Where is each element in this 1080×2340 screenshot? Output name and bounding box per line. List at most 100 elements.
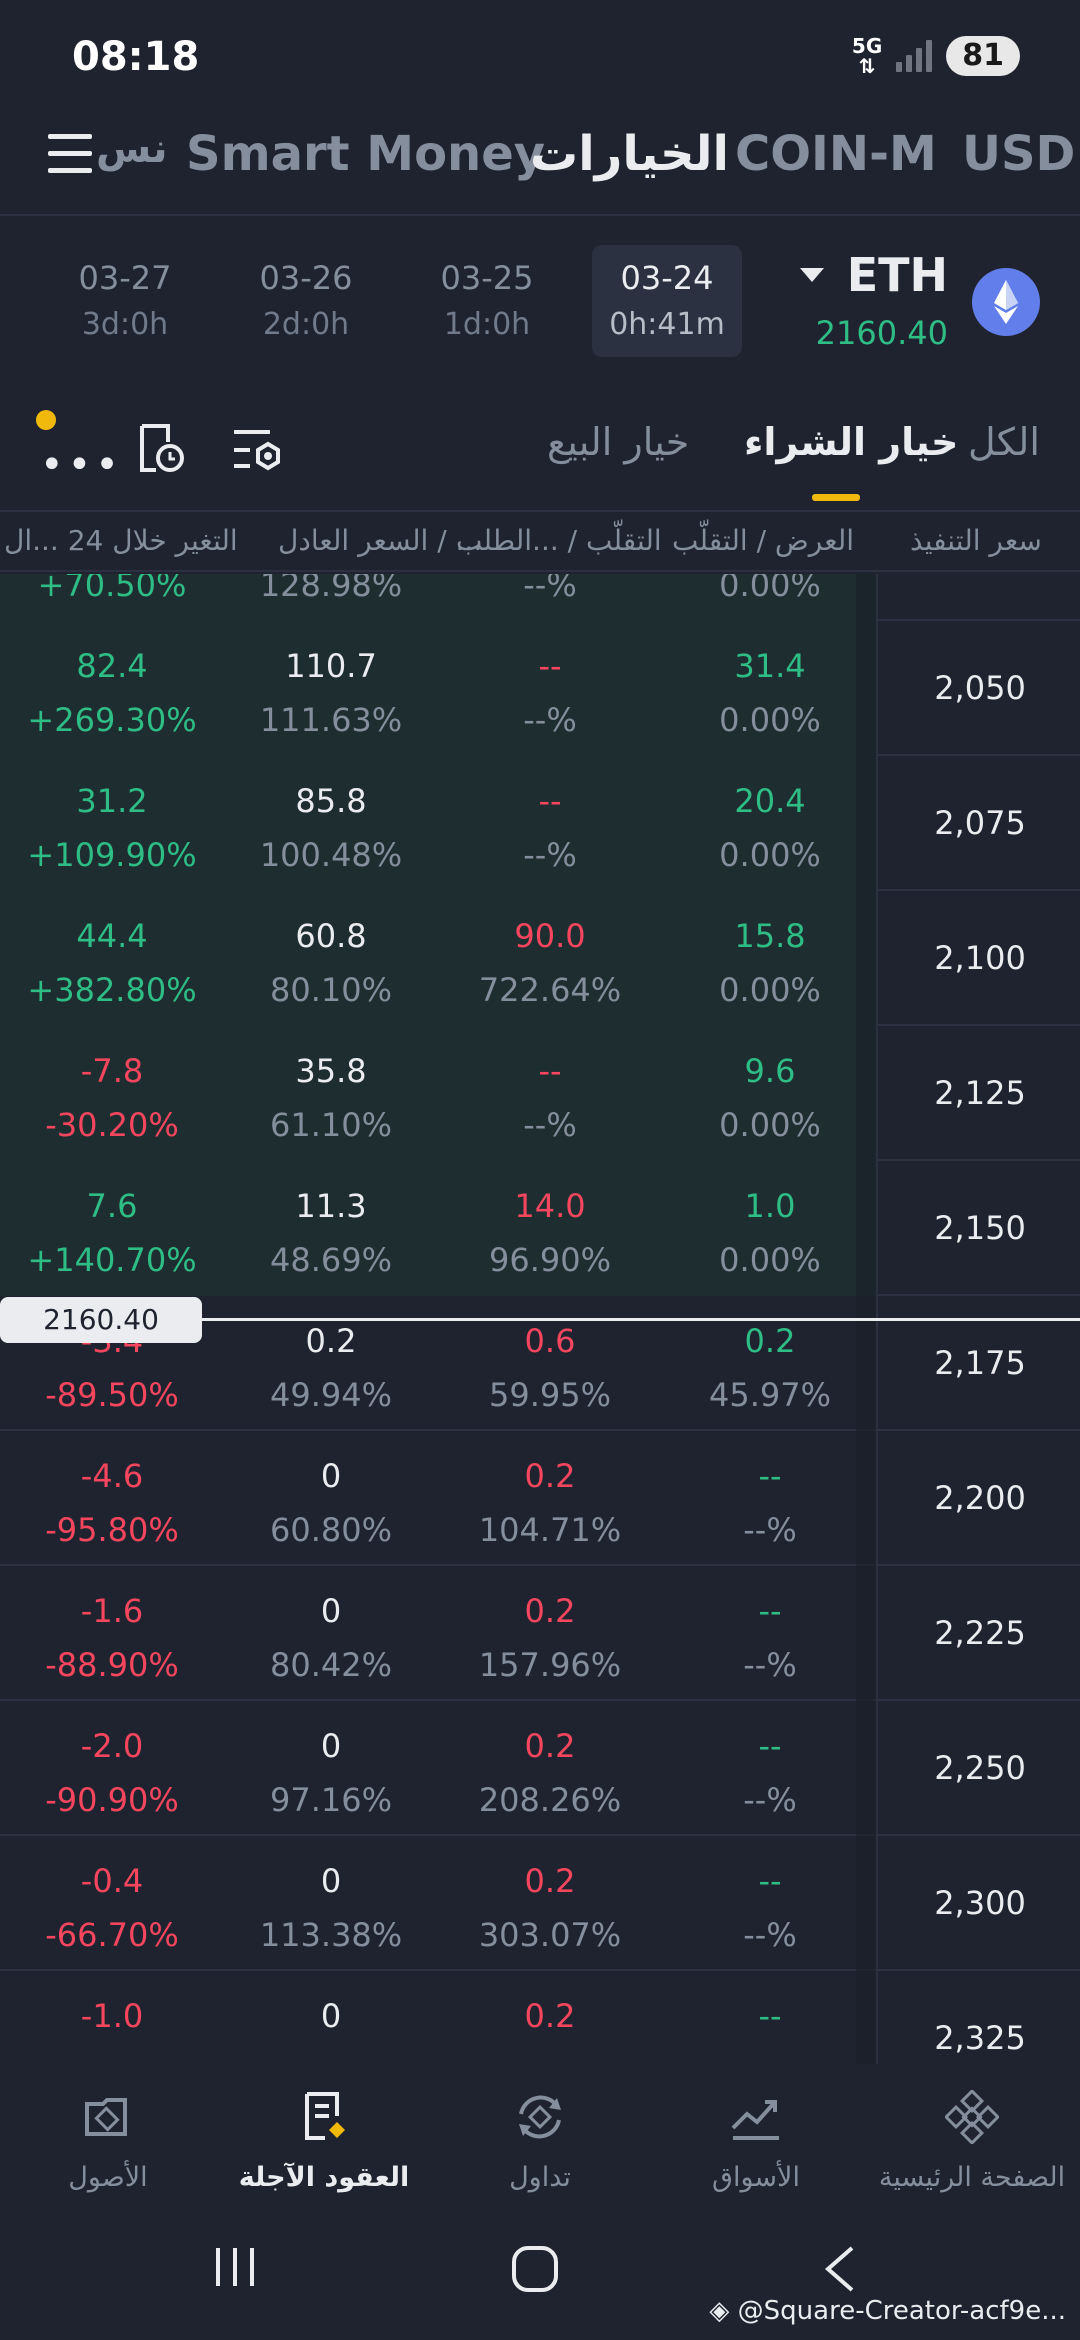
diamond-icon: ◈	[709, 2296, 730, 2326]
table-row[interactable]: -7.8 -30.20% 35.8 61.10% -- --% 9.6 0.00% 2,125	[0, 1026, 1080, 1161]
cell-ask: --	[758, 1457, 782, 1495]
menu-icon[interactable]	[48, 134, 92, 174]
cell-strike: 2,125	[934, 1074, 1026, 1112]
settings-filter-icon[interactable]	[230, 426, 284, 476]
itm-shade	[0, 1161, 876, 1296]
chart-icon	[731, 2100, 779, 2140]
index-price-line	[0, 1318, 1080, 1321]
caret-down-icon[interactable]	[800, 268, 824, 282]
divider	[0, 214, 1080, 216]
col-fair-price[interactable]: السعر العادل / ...	[278, 524, 483, 557]
more-icon[interactable]: •••	[40, 442, 123, 488]
cell-fair-iv: 80.42%	[269, 1646, 392, 1684]
tab-coin-m[interactable]: COIN-M	[735, 126, 937, 182]
home-button-icon[interactable]	[510, 2244, 560, 2298]
cell-bid-iv: 96.90%	[488, 1241, 611, 1279]
status-time: 08:18	[72, 34, 200, 80]
cell-change: -4.6	[80, 1457, 144, 1495]
cell-bid-iv: 157.96%	[478, 1646, 622, 1684]
table-row[interactable]: +70.50%128.98%--%0.00%2,025	[0, 574, 1080, 621]
table-row[interactable]: -2.0 -90.90% 0 97.16% 0.2 208.26% -- --% 2,250	[0, 1701, 1080, 1836]
filter-put[interactable]: خيار البيع	[547, 420, 690, 464]
index-price-marker: 2160.40	[0, 1297, 202, 1343]
table-row[interactable]: -1.6 -88.90% 0 80.42% 0.2 157.96% -- --% 2,225	[0, 1566, 1080, 1701]
tab-smart-money[interactable]: Smart Money	[186, 126, 546, 182]
cell-fair-price: 11.3	[295, 1187, 367, 1225]
nav-assets[interactable]: الأصول	[0, 2090, 216, 2193]
cell-fair-price: 0	[320, 1727, 342, 1765]
table-row[interactable]: -1.0 0 0.2 -- 2,325	[0, 1971, 1080, 2064]
cell-strike: 2,100	[934, 939, 1026, 977]
cell-change-pct: -90.90%	[45, 1781, 179, 1819]
cell-ask-iv: 0.00%	[719, 971, 821, 1009]
tab-usd[interactable]: USD	[962, 126, 1076, 182]
date-tab-0326[interactable]: 03-26 2d:0h	[259, 259, 353, 342]
tab-partial[interactable]: نس	[96, 126, 168, 172]
cell-ask: --	[758, 1997, 782, 2035]
cell-bid: 14.0	[514, 1187, 586, 1225]
tab-options[interactable]: الخيارات	[530, 126, 730, 182]
cell-fair-price: 0	[320, 1862, 342, 1900]
col-change[interactable]: التغير خلال 24 ...ال	[4, 524, 238, 557]
date-tab-0325[interactable]: 03-25 1d:0h	[440, 259, 534, 342]
cell-fair-price: 0.2	[305, 1322, 357, 1360]
filter-all[interactable]: الكل	[968, 420, 1040, 464]
date-tab-0327[interactable]: 03-27 3d:0h	[78, 259, 172, 342]
cell-ask-iv: 0.00%	[719, 574, 821, 604]
cell-ask-iv: --%	[743, 1781, 797, 1819]
cell-fair-iv: 61.10%	[269, 1106, 392, 1144]
table-row[interactable]: 31.2 +109.90% 85.8 100.48% -- --% 20.4 0.00% 2,0…	[0, 756, 1080, 891]
filter-call[interactable]: خيار الشراء	[744, 420, 959, 464]
cell-ask-iv: 0.00%	[719, 701, 821, 739]
wallet-icon	[85, 2098, 127, 2136]
cell-change-pct: +70.50%	[37, 574, 187, 604]
cell-ask-iv: 0.00%	[719, 1241, 821, 1279]
col-strike[interactable]: سعر التنفيذ	[910, 524, 1042, 557]
cell-change: -2.0	[80, 1727, 144, 1765]
table-row[interactable]: 44.4 +382.80% 60.8 80.10% 90.0 722.64% 15.8 0.0…	[0, 891, 1080, 1026]
cell-change-pct: +140.70%	[27, 1241, 197, 1279]
nav-futures[interactable]: العقود الآجلة	[216, 2090, 432, 2193]
cell-ask: 0.2	[744, 1322, 796, 1360]
cell-bid-iv: 208.26%	[478, 1781, 622, 1819]
cell-bid-iv: 303.07%	[478, 1916, 622, 1954]
cell-fair-iv: 97.16%	[269, 1781, 392, 1819]
nav-markets[interactable]: الأسواق	[648, 2090, 864, 2193]
table-row[interactable]: -4.6 -95.80% 0 60.80% 0.2 104.71% -- --% 2,200	[0, 1431, 1080, 1566]
cell-fair-iv: 128.98%	[259, 574, 403, 604]
recent-apps-icon[interactable]	[212, 2244, 258, 2294]
cell-ask: --	[758, 1727, 782, 1765]
asset-symbol[interactable]: ETH	[846, 248, 948, 302]
table-row[interactable]: 7.6 +140.70% 11.3 48.69% 14.0 96.90% 1.0 0.00% 2…	[0, 1161, 1080, 1296]
cell-strike: 2,175	[934, 1344, 1026, 1382]
col-bid[interactable]: التقلّب / ...الطلب	[456, 524, 662, 557]
col-ask[interactable]: العرض / التقلّب	[672, 524, 855, 557]
itm-shade	[0, 891, 876, 1026]
cell-bid-iv: --%	[523, 836, 577, 874]
cell-bid: 90.0	[514, 917, 586, 955]
nav-trade[interactable]: تداول	[432, 2090, 648, 2193]
futures-icon	[305, 2092, 345, 2140]
table-row[interactable]: 82.4 +269.30% 110.7 111.63% -- --% 31.4 0.00% 2,…	[0, 621, 1080, 756]
cell-bid: 0.2	[524, 1727, 576, 1765]
cell-ask-iv: --%	[743, 1646, 797, 1684]
cell-ask-iv: 0.00%	[719, 1106, 821, 1144]
cell-fair-price: 0	[320, 1592, 342, 1630]
nav-home[interactable]: الصفحة الرئيسية	[864, 2088, 1080, 2193]
cell-bid: --	[538, 782, 562, 820]
cell-change: -1.6	[80, 1592, 144, 1630]
back-icon[interactable]	[820, 2244, 860, 2298]
cell-change: 31.2	[76, 782, 148, 820]
cell-fair-price: 85.8	[295, 782, 367, 820]
table-row[interactable]: -0.4 -66.70% 0 113.38% 0.2 303.07% -- --% 2,300	[0, 1836, 1080, 1971]
date-tab-0324[interactable]: 03-24 0h:41m	[592, 245, 742, 357]
cell-bid-iv: --%	[523, 701, 577, 739]
cell-strike: 2,050	[934, 669, 1026, 707]
notification-dot	[36, 410, 56, 430]
history-icon[interactable]	[136, 422, 186, 478]
bottom-nav: الأصول العقود الآجلة تداول الأسواق	[0, 2064, 1080, 2214]
cell-strike: 2,325	[934, 2019, 1026, 2057]
cell-bid: 0.2	[524, 1862, 576, 1900]
cell-change-pct: -89.50%	[45, 1376, 179, 1414]
binance-logo-icon	[943, 2088, 1001, 2146]
